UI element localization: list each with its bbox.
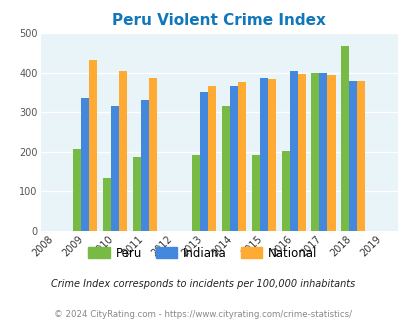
Bar [281, 151, 289, 231]
Title: Peru Violent Crime Index: Peru Violent Crime Index [112, 13, 325, 28]
Bar [251, 155, 259, 231]
Bar [103, 178, 111, 231]
Bar [141, 100, 149, 231]
Bar [132, 157, 141, 231]
Bar [192, 155, 200, 231]
Legend: Peru, Indiana, National: Peru, Indiana, National [83, 242, 322, 264]
Bar [319, 73, 327, 231]
Text: Crime Index corresponds to incidents per 100,000 inhabitants: Crime Index corresponds to incidents per… [51, 279, 354, 289]
Bar [89, 60, 97, 231]
Text: © 2024 CityRating.com - https://www.cityrating.com/crime-statistics/: © 2024 CityRating.com - https://www.city… [54, 310, 351, 319]
Bar [348, 81, 356, 231]
Bar [119, 71, 127, 231]
Bar [327, 75, 335, 231]
Bar [297, 74, 305, 231]
Bar [222, 106, 230, 231]
Bar [149, 78, 156, 231]
Bar [238, 82, 245, 231]
Bar [259, 78, 267, 231]
Bar [289, 71, 297, 231]
Bar [230, 86, 238, 231]
Bar [81, 98, 89, 231]
Bar [311, 73, 319, 231]
Bar [340, 47, 348, 231]
Bar [73, 148, 81, 231]
Bar [111, 106, 119, 231]
Bar [200, 92, 208, 231]
Bar [208, 86, 216, 231]
Bar [267, 79, 275, 231]
Bar [356, 81, 364, 231]
